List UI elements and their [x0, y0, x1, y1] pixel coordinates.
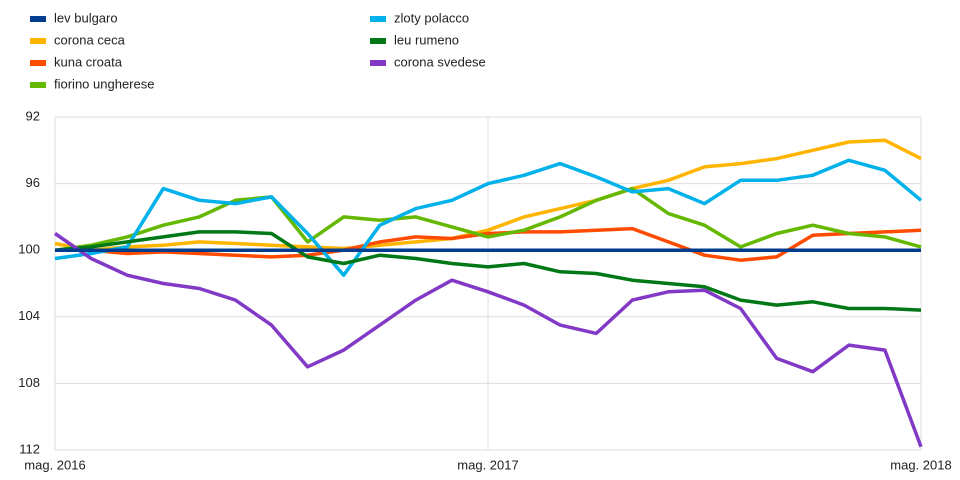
legend-swatch	[30, 38, 46, 44]
legend-label: kuna croata	[54, 54, 123, 69]
line-series	[54, 158, 923, 277]
legend-label: corona ceca	[54, 32, 126, 47]
legend-swatch	[30, 82, 46, 88]
x-tick-label: mag. 2016	[24, 457, 85, 472]
legend-label: leu rumeno	[394, 32, 459, 47]
legend-swatch	[370, 16, 386, 22]
line-series	[54, 232, 923, 448]
line-series	[54, 186, 922, 252]
x-tick-label: mag. 2017	[457, 457, 518, 472]
line-series	[54, 230, 922, 312]
y-tick-label: 100	[18, 242, 40, 257]
y-tick-label: 112	[19, 441, 40, 456]
legend-swatch	[30, 60, 46, 66]
legend-label: fiorino ungherese	[54, 76, 154, 91]
legend-label: lev bulgaro	[54, 10, 118, 25]
y-tick-label: 96	[26, 175, 40, 190]
legend-swatch	[30, 16, 46, 22]
line-series	[55, 226, 922, 262]
legend-swatch	[370, 38, 386, 44]
legend-label: zloty polacco	[394, 10, 469, 25]
y-tick-label: 104	[18, 308, 40, 323]
y-tick-label: 108	[18, 375, 40, 390]
y-tick-label: 92	[26, 108, 40, 123]
line-series	[54, 138, 922, 252]
x-tick-label: mag. 2018	[890, 457, 951, 472]
legend-label: corona svedese	[394, 54, 486, 69]
legend-swatch	[370, 60, 386, 66]
